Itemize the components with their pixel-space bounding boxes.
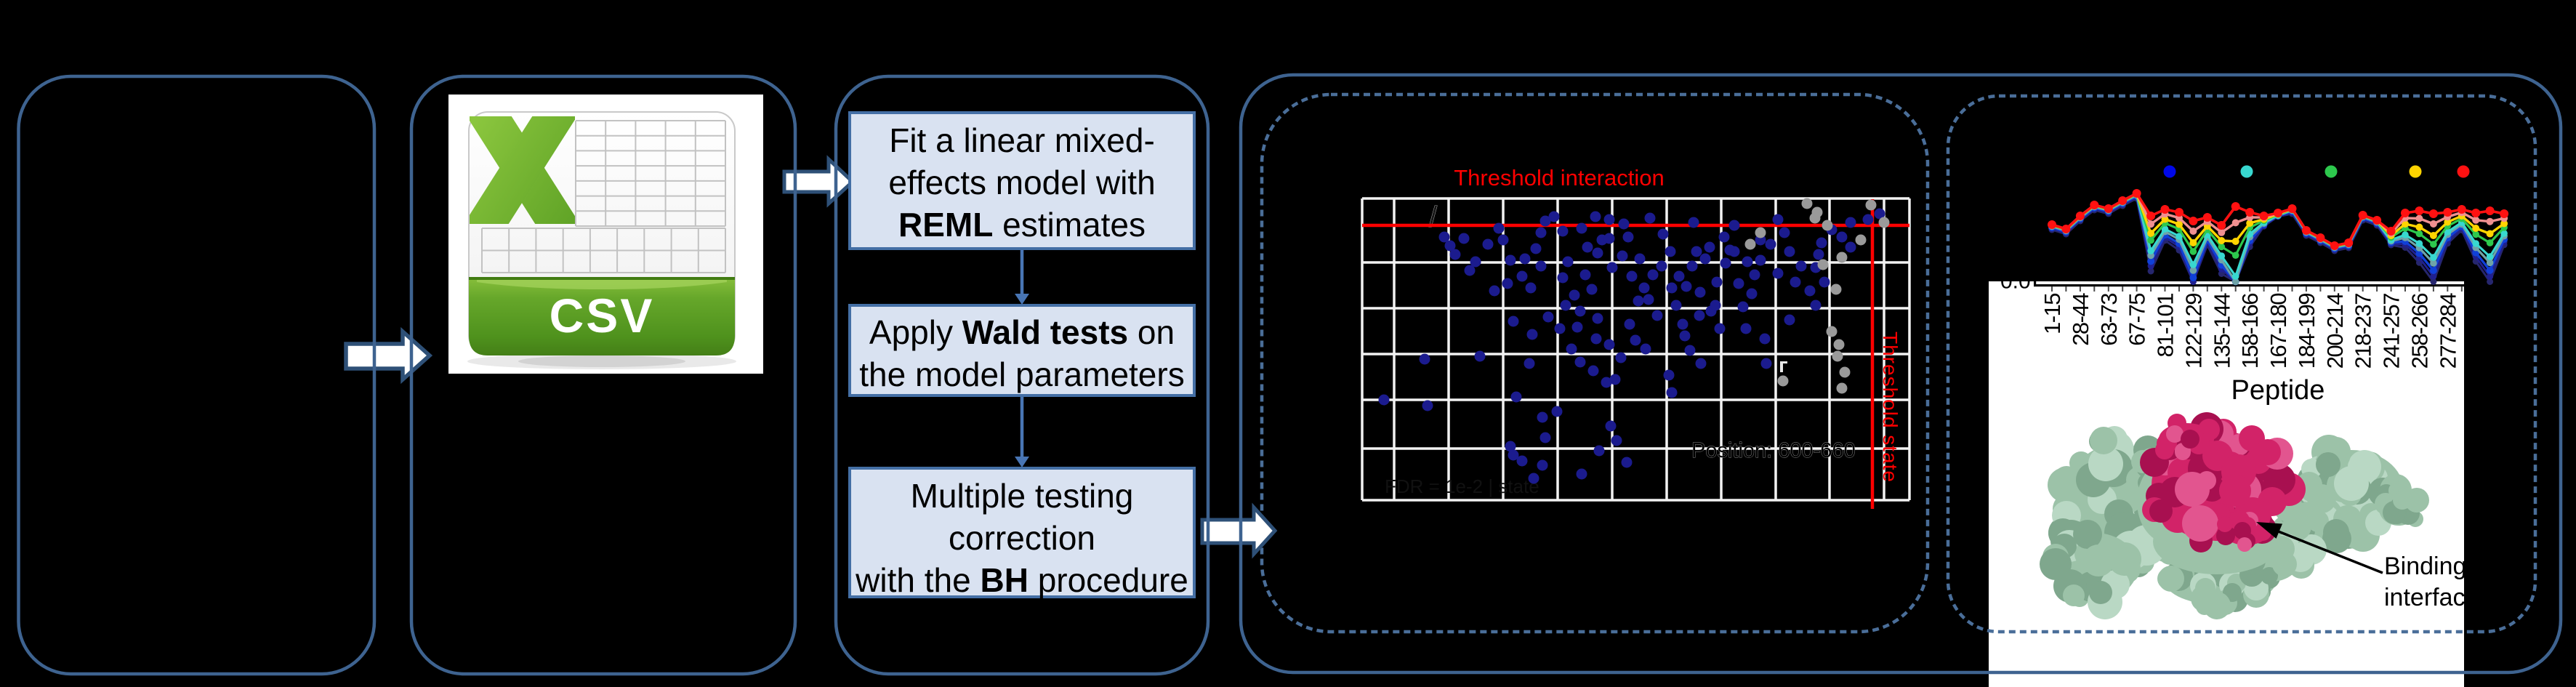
svg-text:Position: 600-660: Position: 600-660 (1691, 439, 1856, 462)
svg-text:Binding: Binding (2384, 553, 2466, 580)
svg-text:122-129: 122-129 (2181, 294, 2206, 369)
svg-text:Fit a linear mixed-: Fit a linear mixed- (889, 121, 1155, 159)
svg-text:FDR = 1e-2 | state: FDR = 1e-2 | state (1385, 475, 1539, 497)
svg-text:effects model with: effects model with (888, 164, 1155, 201)
svg-text:/: / (1429, 201, 1438, 233)
svg-text:Threshold state: Threshold state (1879, 332, 1901, 483)
svg-text:Threshold interaction: Threshold interaction (1454, 165, 1665, 190)
svg-text:Apply Wald tests on: Apply Wald tests on (869, 313, 1175, 351)
svg-text:0.0: 0.0 (2000, 270, 2031, 294)
svg-text:correction: correction (949, 519, 1095, 557)
svg-text:258-266: 258-266 (2407, 294, 2432, 369)
svg-text:67-75: 67-75 (2125, 294, 2150, 346)
svg-text:63-73: 63-73 (2096, 294, 2122, 346)
svg-text:277-284: 277-284 (2435, 293, 2460, 369)
svg-text:Peptide: Peptide (2231, 375, 2325, 406)
svg-text:135-144: 135-144 (2209, 293, 2234, 369)
svg-text:184-199: 184-199 (2294, 294, 2319, 369)
svg-text:167-180: 167-180 (2266, 293, 2291, 369)
svg-text:the model parameters: the model parameters (859, 355, 1184, 393)
svg-text:with the BH procedure: with the BH procedure (855, 561, 1188, 599)
svg-text:28-44: 28-44 (2068, 293, 2093, 346)
svg-text:REML estimates: REML estimates (898, 206, 1146, 244)
svg-text:Multiple testing: Multiple testing (911, 477, 1134, 515)
svg-text:CSV: CSV (550, 289, 655, 342)
svg-text:241-257: 241-257 (2379, 294, 2404, 369)
svg-text:218-237: 218-237 (2351, 294, 2376, 369)
svg-text:81-101: 81-101 (2153, 294, 2178, 358)
svg-text:1-15: 1-15 (2040, 294, 2065, 334)
svg-text:200-214: 200-214 (2322, 293, 2348, 369)
svg-text:158-166: 158-166 (2237, 294, 2263, 369)
svg-text:interface: interface (2384, 584, 2479, 611)
